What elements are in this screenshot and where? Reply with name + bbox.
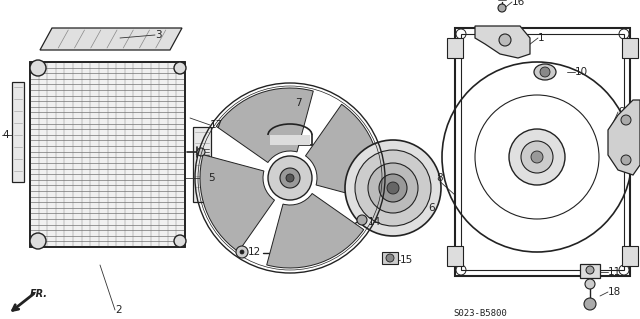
Circle shape: [236, 246, 248, 258]
Circle shape: [540, 67, 550, 77]
Bar: [447, 38, 463, 58]
Wedge shape: [200, 155, 275, 252]
Text: 4: 4: [2, 130, 8, 140]
Wedge shape: [216, 88, 314, 162]
Text: FR.: FR.: [30, 289, 48, 299]
Text: 9: 9: [618, 107, 625, 117]
Bar: [461, 34, 624, 270]
Text: 18: 18: [608, 287, 621, 297]
Ellipse shape: [534, 64, 556, 80]
Polygon shape: [475, 26, 530, 58]
Text: 14: 14: [368, 217, 381, 227]
Circle shape: [585, 279, 595, 289]
Bar: [382, 252, 398, 264]
Text: 12: 12: [248, 247, 261, 257]
Circle shape: [286, 174, 294, 182]
Circle shape: [30, 233, 46, 249]
Text: 3: 3: [155, 30, 162, 40]
Text: 17: 17: [210, 120, 223, 130]
Circle shape: [584, 298, 596, 310]
Circle shape: [355, 150, 431, 226]
Circle shape: [30, 60, 46, 76]
Circle shape: [621, 155, 631, 165]
Circle shape: [509, 129, 565, 185]
Bar: [30, 62, 185, 247]
Polygon shape: [40, 28, 182, 50]
Text: S023-B5800: S023-B5800: [453, 308, 507, 317]
Circle shape: [197, 148, 205, 156]
Circle shape: [379, 174, 407, 202]
Text: 15: 15: [400, 255, 413, 265]
Circle shape: [240, 250, 244, 254]
Bar: [270, 135, 310, 145]
Circle shape: [521, 141, 553, 173]
Text: 13: 13: [618, 143, 631, 153]
Bar: [580, 264, 600, 278]
Bar: [455, 28, 630, 276]
Polygon shape: [608, 100, 640, 175]
Bar: [12, 82, 24, 182]
Text: 5: 5: [208, 173, 214, 183]
Circle shape: [498, 4, 506, 12]
Text: 16: 16: [512, 0, 525, 7]
Text: 11: 11: [608, 267, 621, 277]
Circle shape: [387, 182, 399, 194]
Circle shape: [345, 140, 441, 236]
Circle shape: [386, 254, 394, 262]
Bar: [622, 246, 638, 266]
Bar: [447, 246, 463, 266]
Text: 2: 2: [115, 305, 122, 315]
Circle shape: [368, 163, 418, 213]
Circle shape: [174, 235, 186, 247]
Circle shape: [280, 168, 300, 188]
Bar: [622, 38, 638, 58]
Text: 10: 10: [575, 67, 588, 77]
Wedge shape: [305, 104, 380, 201]
Circle shape: [174, 62, 186, 74]
Circle shape: [531, 151, 543, 163]
Circle shape: [621, 115, 631, 125]
Text: 7: 7: [295, 98, 301, 108]
Circle shape: [586, 266, 594, 274]
Bar: [193, 127, 211, 202]
Wedge shape: [267, 194, 364, 268]
Text: 6: 6: [428, 203, 435, 213]
Text: 8: 8: [436, 173, 443, 183]
Circle shape: [268, 156, 312, 200]
Text: 1: 1: [538, 33, 545, 43]
Circle shape: [499, 34, 511, 46]
Bar: [30, 62, 185, 247]
Circle shape: [357, 215, 367, 225]
